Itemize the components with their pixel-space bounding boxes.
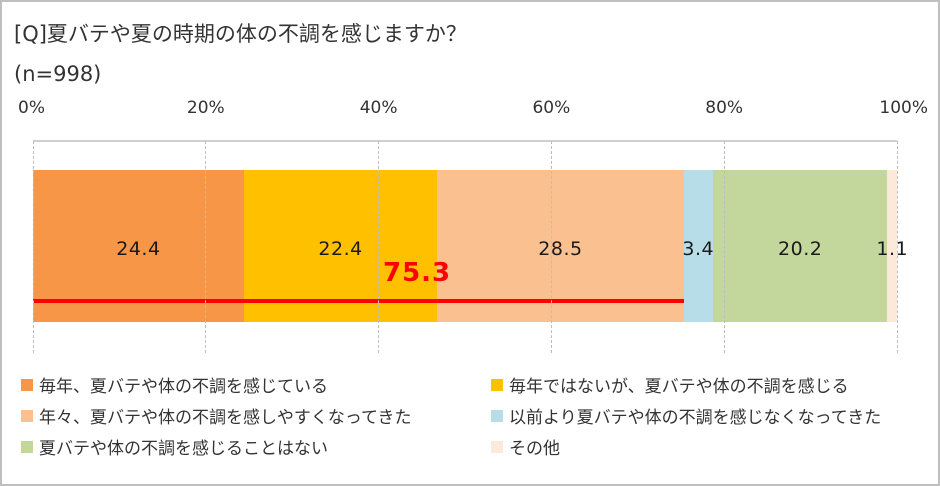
bar-segment: 20.2 <box>712 170 888 322</box>
stacked-bar: 24.4 22.4 28.5 3.4 20.2 1.1 <box>33 170 908 322</box>
legend-swatch-icon <box>491 440 503 453</box>
segment-value-label: 24.4 <box>116 238 161 260</box>
legend-item: 以前より夏バテや体の不調を感じなくなってきた <box>491 403 881 428</box>
legend-label: 毎年、夏バテや体の不調を感じている <box>39 377 328 397</box>
bar-segment: 22.4 <box>243 170 438 322</box>
legend-item: 年々、夏バテや体の不調を感しやすくなってきた <box>21 403 411 428</box>
gridline <box>205 141 207 353</box>
legend-swatch-icon <box>491 378 503 391</box>
legend-item: 毎年ではないが、夏バテや体の不調を感じる <box>491 372 849 397</box>
segment-value-label: 3.4 <box>682 238 715 260</box>
gridline <box>896 141 898 353</box>
total-bracket-line <box>33 299 684 303</box>
x-tick-label: 80% <box>705 98 744 118</box>
plot-top-border <box>33 140 897 142</box>
segment-value-label: 22.4 <box>318 238 363 260</box>
chart-title: [Q]夏バテや夏の時期の体の不調を感じますか？ <box>14 22 467 46</box>
segment-value-label: 20.2 <box>778 238 823 260</box>
legend-swatch-icon <box>21 378 33 391</box>
x-tick-label: 20% <box>186 98 225 118</box>
legend-item: その他 <box>491 434 560 459</box>
legend-label: その他 <box>509 439 560 459</box>
x-tick-label: 100% <box>879 98 928 118</box>
legend-label: 毎年ではないが、夏バテや体の不調を感じる <box>509 377 849 397</box>
x-tick-label: 0% <box>18 98 45 118</box>
total-label: 75.3 <box>383 258 452 288</box>
bar-segment: 28.5 <box>437 170 684 322</box>
x-tick-label: 60% <box>532 98 571 118</box>
legend-item: 夏バテや体の不調を感じることはない <box>21 434 328 459</box>
segment-value-label: 1.1 <box>876 238 909 260</box>
gridline <box>723 141 725 353</box>
gridline <box>550 141 552 353</box>
gridline <box>378 141 380 353</box>
segment-value-label: 28.5 <box>538 238 583 260</box>
legend-swatch-icon <box>491 409 503 422</box>
legend-label: 以前より夏バテや体の不調を感じなくなってきた <box>509 408 882 428</box>
bar-segment: 3.4 <box>682 170 715 322</box>
legend-label: 年々、夏バテや体の不調を感しやすくなってきた <box>39 408 412 428</box>
chart-subtitle: (n=998) <box>14 62 102 86</box>
bar-segment: 24.4 <box>33 170 244 322</box>
legend-swatch-icon <box>21 440 33 453</box>
bar-segment: 1.1 <box>876 170 908 322</box>
x-tick-label: 40% <box>359 98 398 118</box>
legend-label: 夏バテや体の不調を感じることはない <box>39 439 328 459</box>
legend-swatch-icon <box>21 409 33 422</box>
legend-item: 毎年、夏バテや体の不調を感じている <box>21 372 328 397</box>
gridline <box>32 141 34 353</box>
